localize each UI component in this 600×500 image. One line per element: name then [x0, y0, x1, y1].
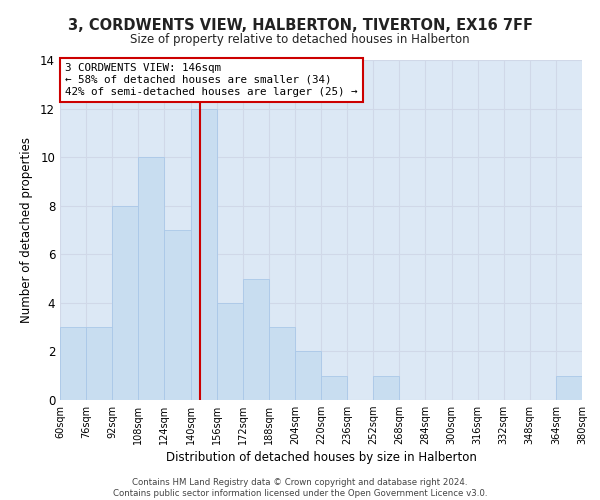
Bar	[321, 376, 347, 400]
Text: 3 CORDWENTS VIEW: 146sqm
← 58% of detached houses are smaller (34)
42% of semi-d: 3 CORDWENTS VIEW: 146sqm ← 58% of detach…	[65, 64, 358, 96]
Bar	[139, 157, 164, 400]
Text: Size of property relative to detached houses in Halberton: Size of property relative to detached ho…	[130, 32, 470, 46]
Bar	[295, 352, 321, 400]
Text: Contains HM Land Registry data © Crown copyright and database right 2024.
Contai: Contains HM Land Registry data © Crown c…	[113, 478, 487, 498]
Y-axis label: Number of detached properties: Number of detached properties	[20, 137, 33, 323]
Bar	[164, 230, 191, 400]
X-axis label: Distribution of detached houses by size in Halberton: Distribution of detached houses by size …	[166, 452, 476, 464]
Bar	[112, 206, 139, 400]
Bar	[191, 108, 217, 400]
Bar	[86, 327, 112, 400]
Bar	[242, 278, 269, 400]
Bar	[556, 376, 582, 400]
Text: 3, CORDWENTS VIEW, HALBERTON, TIVERTON, EX16 7FF: 3, CORDWENTS VIEW, HALBERTON, TIVERTON, …	[67, 18, 533, 32]
Bar	[373, 376, 400, 400]
Bar	[60, 327, 86, 400]
Bar	[217, 303, 243, 400]
Bar	[269, 327, 295, 400]
